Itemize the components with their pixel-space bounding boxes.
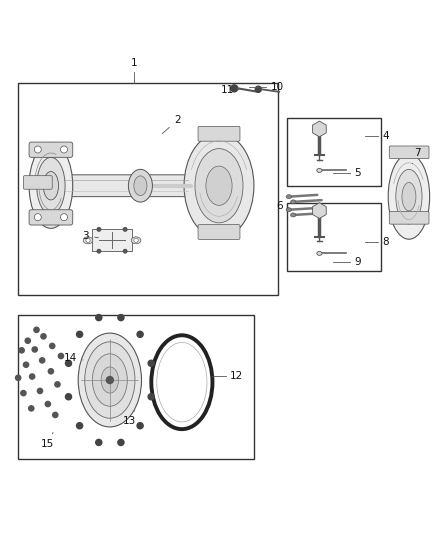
FancyBboxPatch shape (29, 210, 73, 225)
Text: 12: 12 (230, 370, 243, 381)
Ellipse shape (402, 182, 416, 211)
Ellipse shape (206, 166, 232, 205)
Ellipse shape (388, 154, 430, 239)
Circle shape (106, 376, 113, 384)
Text: 1: 1 (131, 58, 137, 68)
Bar (287, 203, 381, 271)
Circle shape (65, 360, 71, 366)
Ellipse shape (43, 172, 59, 200)
Text: 11: 11 (221, 85, 239, 95)
Text: 8: 8 (383, 238, 389, 247)
Circle shape (34, 146, 41, 153)
FancyBboxPatch shape (29, 142, 73, 157)
FancyBboxPatch shape (23, 176, 52, 189)
Ellipse shape (184, 133, 254, 238)
FancyBboxPatch shape (389, 146, 429, 159)
Text: 5: 5 (354, 168, 361, 177)
FancyBboxPatch shape (60, 175, 191, 197)
Ellipse shape (92, 354, 127, 406)
Ellipse shape (29, 143, 73, 228)
Circle shape (96, 314, 102, 321)
Text: 3: 3 (82, 231, 99, 241)
Circle shape (118, 439, 124, 446)
Ellipse shape (317, 168, 322, 172)
Ellipse shape (37, 157, 65, 214)
Circle shape (137, 423, 143, 429)
Circle shape (34, 327, 39, 333)
Circle shape (55, 382, 60, 387)
Circle shape (23, 362, 28, 367)
Ellipse shape (101, 367, 119, 393)
Ellipse shape (290, 200, 296, 204)
Circle shape (255, 86, 261, 92)
Text: 10: 10 (271, 83, 284, 93)
Text: 9: 9 (354, 257, 361, 267)
Circle shape (124, 228, 127, 231)
Ellipse shape (151, 335, 212, 429)
Circle shape (41, 334, 46, 339)
Ellipse shape (396, 169, 422, 224)
Circle shape (39, 358, 45, 363)
Text: 15: 15 (41, 432, 54, 449)
Circle shape (124, 249, 127, 253)
Text: 4: 4 (383, 131, 389, 141)
Ellipse shape (286, 195, 291, 199)
Circle shape (45, 401, 50, 407)
Ellipse shape (78, 333, 141, 427)
Circle shape (134, 238, 138, 243)
FancyBboxPatch shape (389, 212, 429, 224)
Circle shape (29, 374, 35, 379)
Text: 14: 14 (64, 353, 83, 363)
FancyBboxPatch shape (198, 126, 240, 141)
Bar (287, 118, 381, 185)
Circle shape (60, 214, 67, 221)
Ellipse shape (157, 343, 207, 422)
Circle shape (65, 394, 71, 400)
Circle shape (21, 391, 26, 395)
Circle shape (34, 214, 41, 221)
Circle shape (231, 85, 238, 92)
Text: 7: 7 (412, 148, 421, 164)
Circle shape (137, 332, 143, 337)
Circle shape (77, 423, 83, 429)
Circle shape (48, 369, 53, 374)
Ellipse shape (195, 149, 243, 223)
Text: 13: 13 (123, 411, 136, 426)
Bar (18, 314, 254, 458)
Circle shape (97, 249, 101, 253)
Ellipse shape (317, 252, 322, 255)
Circle shape (86, 238, 90, 243)
Circle shape (32, 347, 37, 352)
Ellipse shape (290, 213, 296, 217)
Circle shape (148, 394, 154, 400)
Ellipse shape (83, 237, 93, 244)
Circle shape (19, 348, 24, 353)
Circle shape (15, 375, 21, 381)
FancyBboxPatch shape (198, 224, 240, 239)
Text: 6: 6 (276, 201, 288, 211)
Circle shape (97, 228, 101, 231)
Bar (18, 83, 278, 295)
Circle shape (37, 389, 42, 393)
Circle shape (28, 406, 34, 411)
Bar (92, 229, 132, 251)
Circle shape (77, 332, 83, 337)
Circle shape (58, 353, 64, 359)
Circle shape (148, 360, 154, 366)
Ellipse shape (128, 169, 152, 202)
Circle shape (25, 338, 30, 343)
Ellipse shape (286, 208, 291, 212)
Circle shape (49, 343, 55, 349)
Ellipse shape (131, 237, 141, 244)
Ellipse shape (134, 176, 147, 196)
Circle shape (118, 314, 124, 321)
Ellipse shape (85, 342, 135, 418)
Circle shape (96, 439, 102, 446)
Circle shape (60, 146, 67, 153)
Text: 2: 2 (162, 115, 181, 134)
Circle shape (53, 413, 58, 417)
